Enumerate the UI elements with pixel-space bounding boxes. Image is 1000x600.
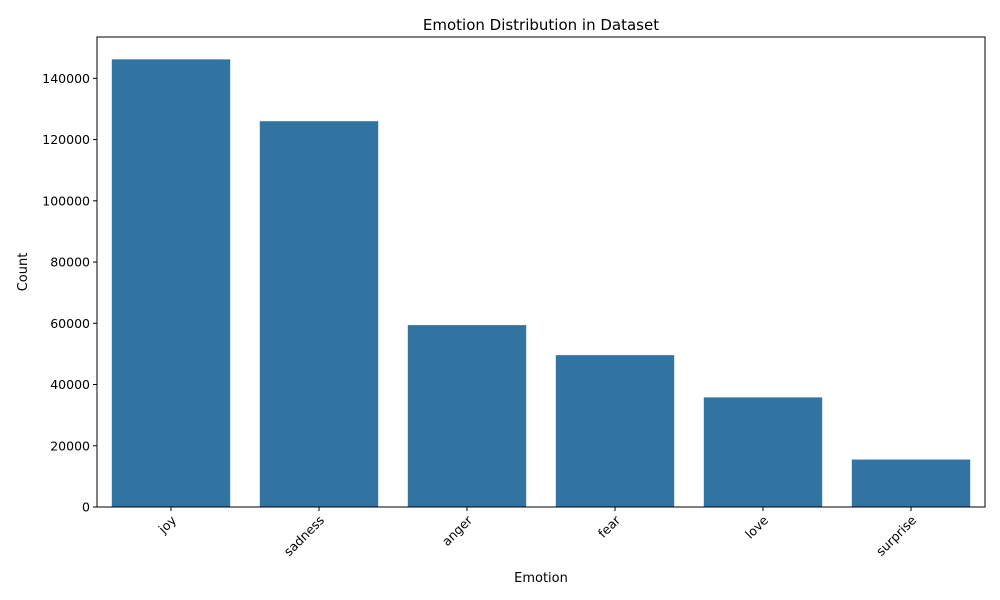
- y-tick-label-20000: 20000: [50, 438, 90, 453]
- x-tick-label-anger: anger: [439, 512, 476, 549]
- y-tick-label-0: 0: [82, 500, 90, 515]
- x-axis-label: Emotion: [514, 571, 568, 586]
- y-tick-label-60000: 60000: [50, 316, 90, 331]
- bar-joy: [111, 59, 231, 507]
- plot-frame: [96, 36, 986, 508]
- y-tick-label-120000: 120000: [42, 132, 90, 147]
- x-tick-label-joy: joy: [155, 512, 180, 537]
- bars-group: [111, 59, 971, 507]
- chart-title: Emotion Distribution in Dataset: [423, 16, 659, 34]
- bar-surprise: [851, 459, 971, 507]
- x-tick-label-surprise: surprise: [873, 512, 919, 558]
- bar-love: [703, 397, 823, 507]
- y-tick-label-140000: 140000: [42, 71, 90, 86]
- y-tick-label-100000: 100000: [42, 193, 90, 208]
- bar-sadness: [259, 121, 379, 507]
- x-axis-ticks: joy sadness anger fear love surprise: [155, 507, 919, 559]
- x-tick-label-love: love: [742, 512, 771, 541]
- y-axis-label: Count: [16, 253, 31, 292]
- y-tick-label-80000: 80000: [50, 255, 90, 270]
- x-tick-label-sadness: sadness: [281, 513, 327, 559]
- y-axis-ticks: 0 20000 40000 60000 80000 100000 120000 140000: [42, 71, 97, 515]
- bar-anger: [407, 325, 527, 507]
- y-tick-label-40000: 40000: [50, 377, 90, 392]
- x-tick-label-fear: fear: [595, 512, 624, 541]
- bar-fear: [555, 355, 675, 507]
